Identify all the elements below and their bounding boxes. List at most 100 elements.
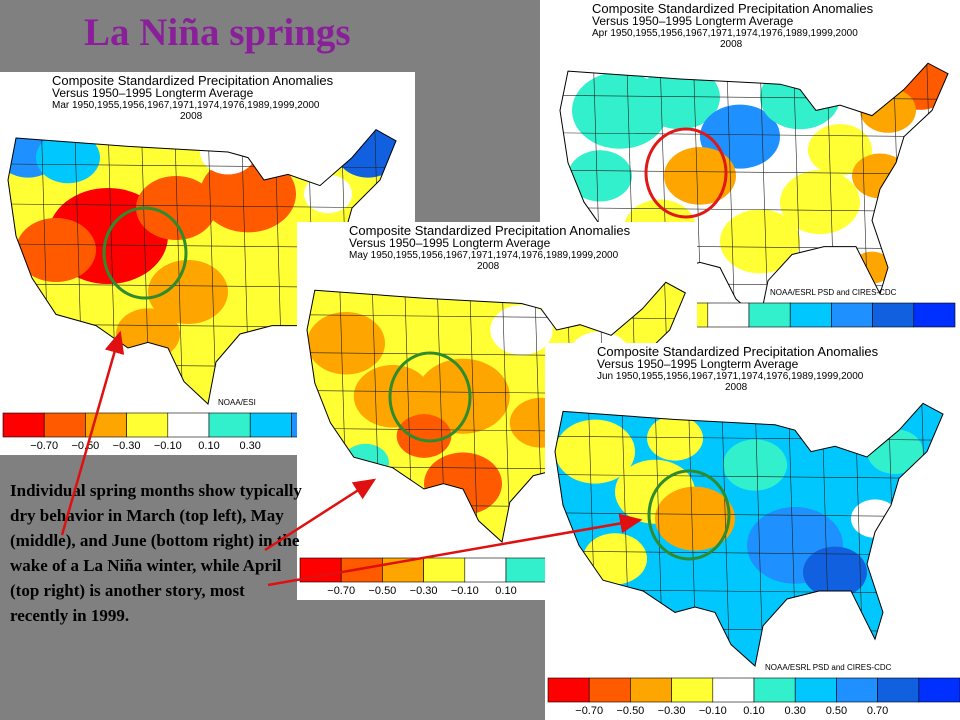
header-line: Apr 1950,1955,1956,1967,1971,1974,1976,1… (592, 28, 858, 39)
header-line: Versus 1950–1995 Longterm Average (597, 357, 799, 371)
slide-title: La Niña springs (84, 11, 351, 54)
colorbar-swatch (464, 557, 507, 583)
division-border (207, 129, 217, 404)
colorbar-label: 0.30 (784, 705, 805, 717)
header-line: Composite Standardized Precipitation Ano… (349, 223, 631, 238)
region (655, 486, 735, 551)
colorbar-swatch (836, 677, 878, 703)
caption: Individual spring months show typically … (10, 481, 302, 625)
region (640, 65, 720, 130)
colorbar-swatch (753, 677, 796, 703)
colorbar-swatch (43, 412, 86, 438)
region (336, 129, 396, 178)
colorbar-label: −0.10 (451, 585, 479, 597)
colorbar-swatch (789, 302, 832, 328)
header-line: Versus 1950–1995 Longterm Average (592, 14, 794, 28)
colorbar-swatch (630, 677, 672, 703)
header-line: Composite Standardized Precipitation Ano… (52, 73, 334, 88)
map-regions (555, 403, 943, 667)
region (860, 88, 916, 133)
header-line: Versus 1950–1995 Longterm Average (349, 236, 551, 250)
region (720, 209, 800, 274)
panel-header: Composite Standardized Precipitation Ano… (597, 345, 878, 393)
colorbar-swatch (299, 557, 342, 583)
region (780, 170, 860, 235)
region (342, 443, 389, 482)
region (396, 414, 452, 458)
colorbar-label: −0.50 (616, 705, 644, 717)
panel-header: Composite Standardized Precipitation Ano… (349, 224, 630, 272)
region (36, 132, 100, 184)
division-border (501, 282, 511, 543)
colorbar-swatch (423, 557, 466, 583)
colorbar-label: −0.70 (30, 440, 58, 452)
colorbar-label: −0.50 (71, 440, 99, 452)
division-border (560, 132, 948, 138)
colorbar-swatch (126, 412, 169, 438)
colorbar-swatch (671, 677, 714, 703)
header-line: Mar 1950,1955,1956,1967,1971,1974,1976,1… (52, 100, 320, 111)
colorbar-label: −0.70 (575, 705, 603, 717)
colorbar-swatch (208, 412, 251, 438)
region (852, 153, 908, 199)
region (647, 415, 703, 461)
division-border (8, 203, 396, 209)
region (683, 573, 747, 625)
colorbar-label: 0.30 (239, 440, 260, 452)
credit: NOAA/ESRL PSD and CIRES-CDC (770, 288, 897, 297)
division-border (726, 63, 735, 321)
header-line: 2008 (725, 382, 748, 393)
colorbar-swatch (2, 412, 45, 438)
colorbar-label: 0.10 (198, 440, 219, 452)
colorbar-swatch (707, 302, 750, 328)
region (568, 150, 632, 202)
colorbar-swatch (249, 412, 292, 438)
header-line: Versus 1950–1995 Longterm Average (52, 86, 254, 100)
region (867, 429, 923, 474)
colorbar-swatch (913, 302, 956, 328)
header-line: 2008 (720, 39, 743, 50)
region (723, 439, 787, 491)
colorbar-swatch (547, 677, 590, 703)
header-line: May 1950,1955,1956,1967,1971,1974,1976,1… (349, 250, 619, 261)
colorbar-swatch (85, 412, 127, 438)
map-panel: −0.70 −0.50 −0.30 −0.10 0.10 0.30 0.50 0.70 NOAA… (545, 343, 960, 720)
colorbar-label: 0.70 (867, 705, 888, 717)
region (808, 124, 872, 176)
colorbar-label: −0.10 (699, 705, 727, 717)
colorbar-label: −0.70 (327, 585, 355, 597)
colorbar-swatch (794, 677, 837, 703)
colorbar-swatch (831, 302, 873, 328)
region (385, 291, 448, 342)
colorbar-label: −0.10 (154, 440, 182, 452)
colorbar-swatch (748, 302, 791, 328)
colorbar-label: −0.30 (113, 440, 141, 452)
header-line: 2008 (477, 261, 500, 272)
colorbar-label: 0.10 (743, 705, 764, 717)
region (490, 305, 553, 355)
header-line: Composite Standardized Precipitation Ano… (597, 344, 879, 359)
colorbar-label: 0.10 (495, 585, 516, 597)
credit: NOAA/ESRL PSD and CIRES-CDC (765, 663, 892, 672)
colorbar-label: −0.50 (368, 585, 396, 597)
colorbar-swatch (340, 557, 383, 583)
colorbar-swatch (382, 557, 424, 583)
header-line: 2008 (180, 111, 203, 122)
region (664, 147, 736, 205)
region (307, 312, 385, 375)
header-line: Composite Standardized Precipitation Ano… (592, 1, 874, 16)
credit: NOAA/ESI (218, 398, 256, 407)
country-outline (554, 402, 944, 667)
panel-header: Composite Standardized Precipitation Ano… (52, 74, 333, 122)
region (555, 419, 635, 484)
colorbar-label: 0.50 (826, 705, 847, 717)
colorbar-swatch (877, 677, 920, 703)
colorbar-swatch (872, 302, 915, 328)
colorbar-swatch (588, 677, 631, 703)
division-border (469, 282, 478, 543)
colorbar-label: −0.30 (658, 705, 686, 717)
colorbar-swatch (505, 557, 548, 583)
region (16, 218, 96, 282)
region (803, 546, 867, 598)
colorbar-label: −0.30 (410, 585, 438, 597)
